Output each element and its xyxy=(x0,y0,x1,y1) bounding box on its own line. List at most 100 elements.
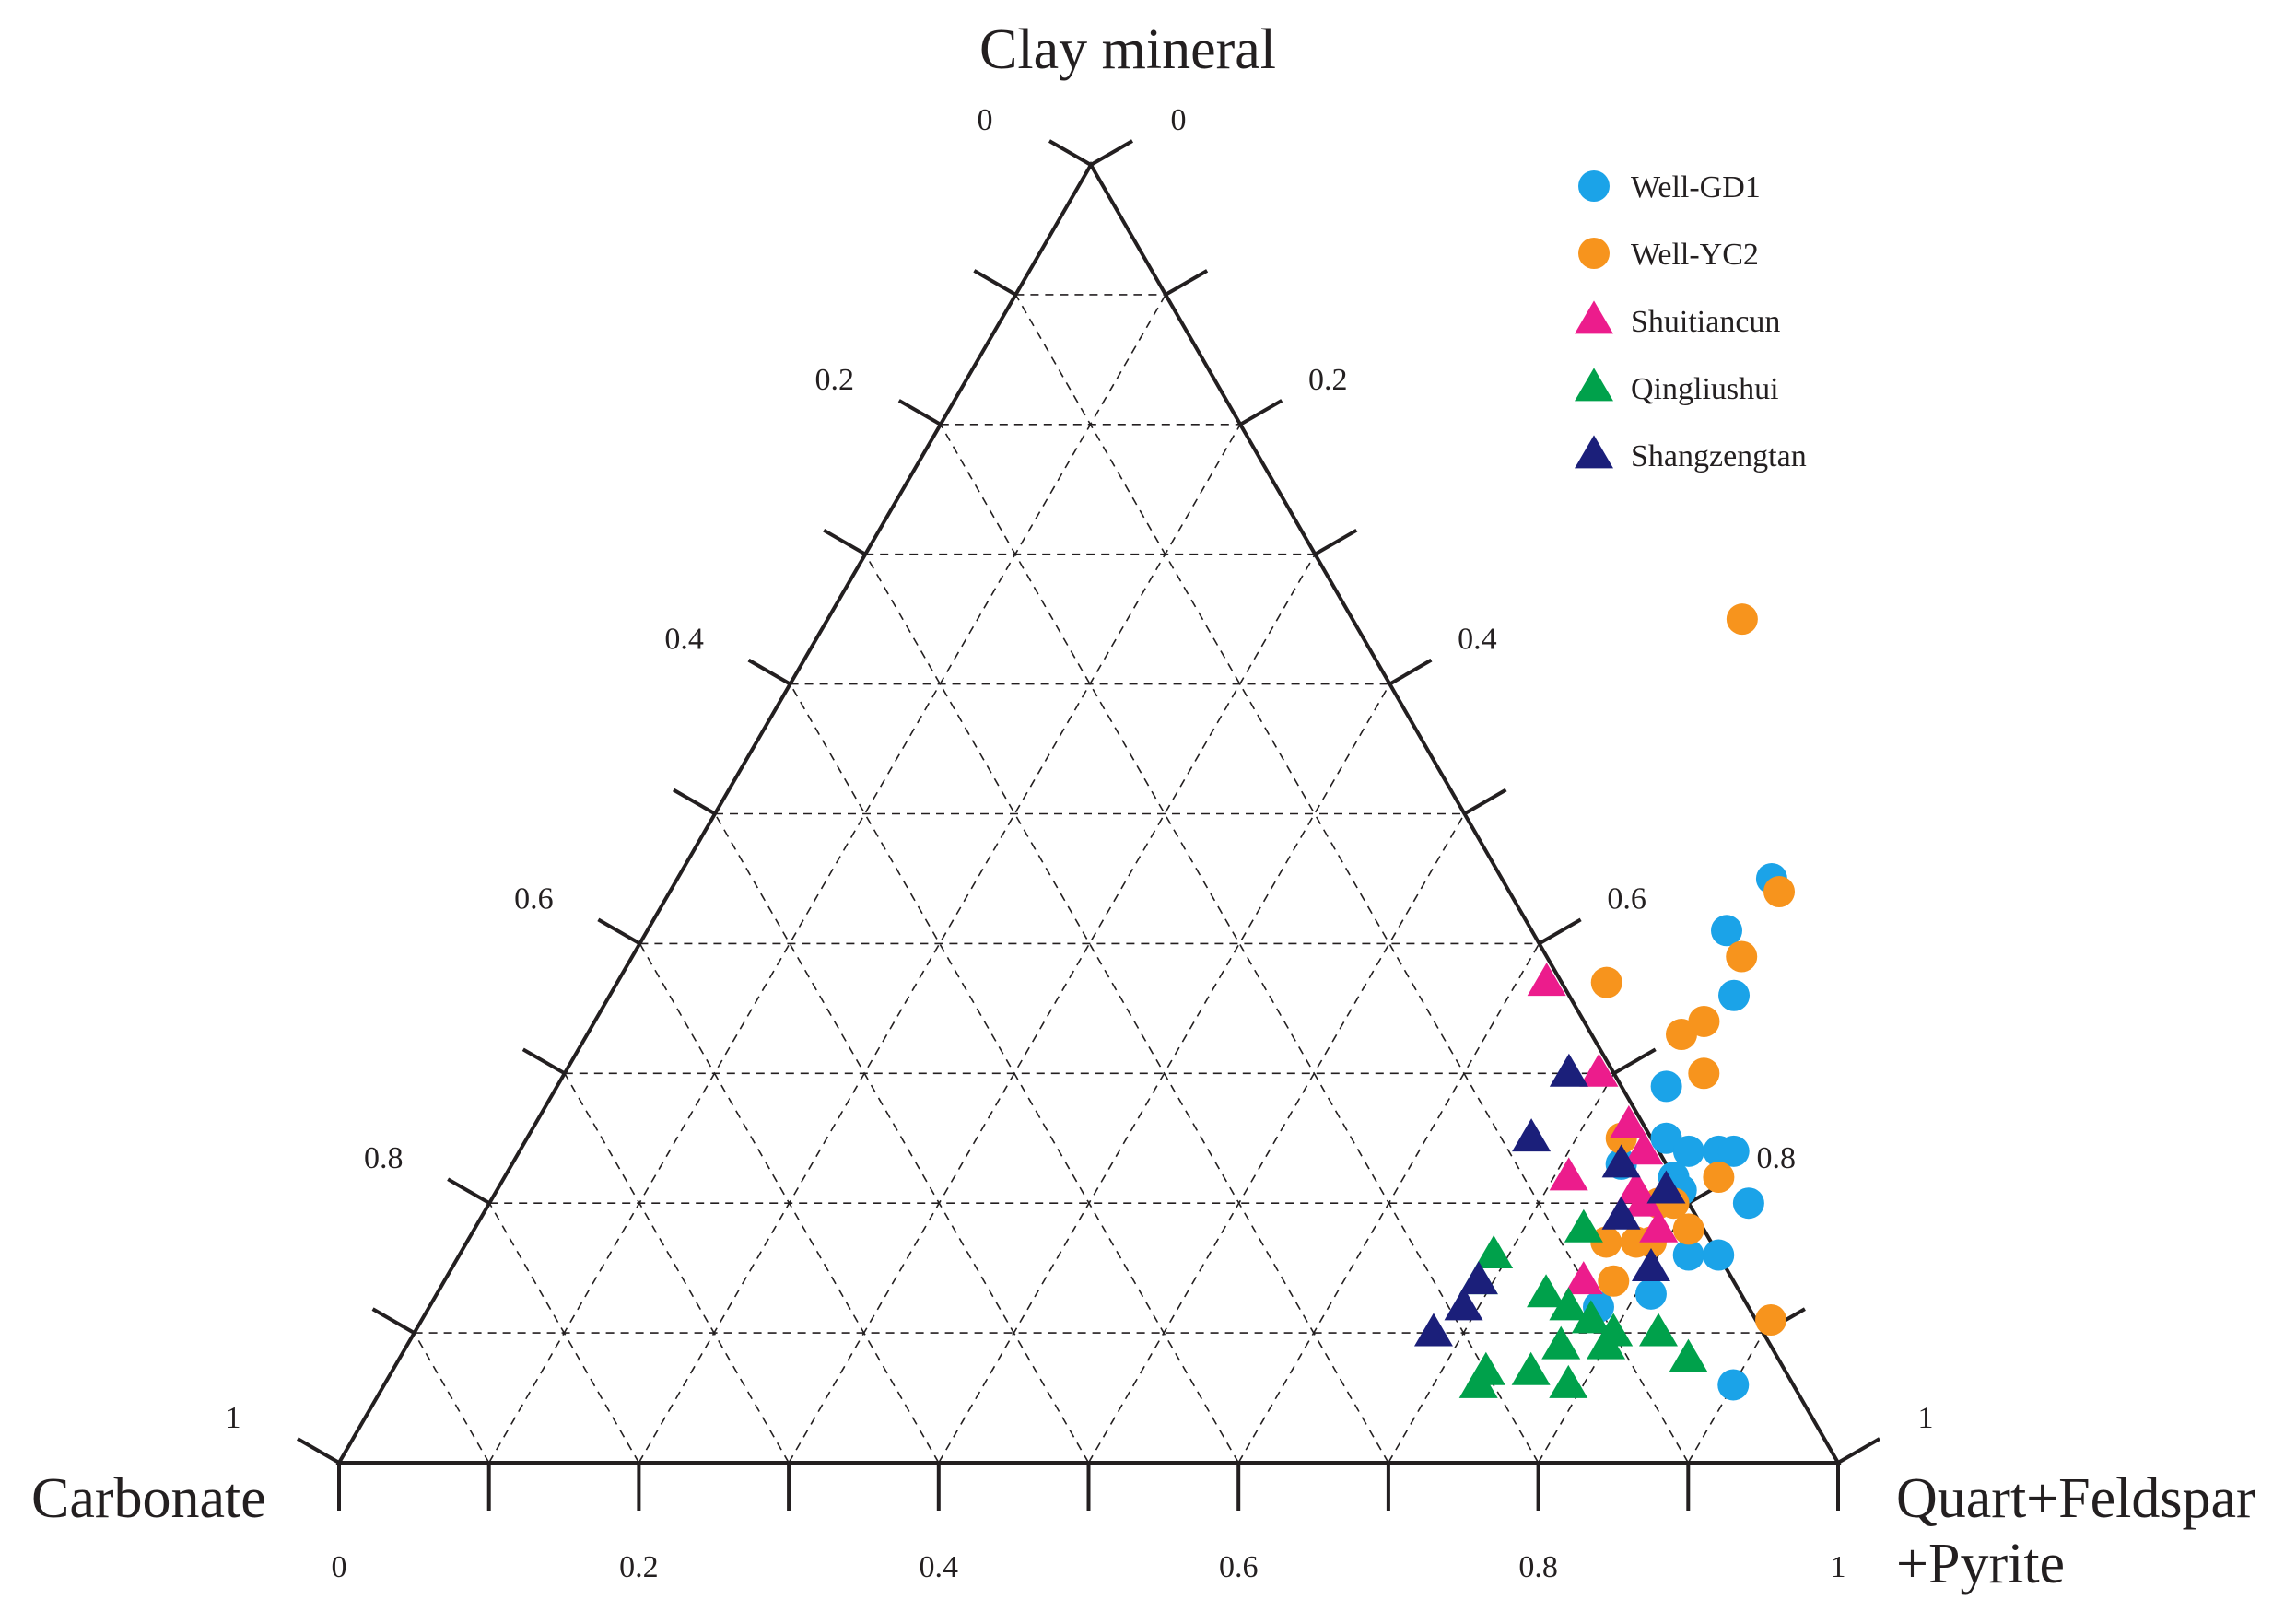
base-tick-label: 0.8 xyxy=(1518,1550,1558,1584)
tick-marks xyxy=(296,139,1881,1511)
point-well-gd1 xyxy=(1634,1278,1667,1310)
grid-line-carbonate xyxy=(638,943,940,1464)
point-qingliushui xyxy=(1549,1287,1588,1321)
base-tick-label: 0 xyxy=(332,1550,347,1584)
point-shangzengtan xyxy=(1458,1261,1498,1295)
point-shangzengtan xyxy=(1601,1196,1641,1230)
point-well-gd1 xyxy=(1711,915,1742,947)
grid-line-carbonate xyxy=(488,1202,640,1464)
right-tick xyxy=(1836,1437,1881,1465)
point-shangzengtan xyxy=(1646,1170,1686,1204)
point-qingliushui xyxy=(1639,1313,1679,1347)
left-tick xyxy=(973,269,1017,297)
point-well-yc2 xyxy=(1672,1213,1704,1245)
point-well-yc2 xyxy=(1703,1162,1735,1194)
point-qingliushui xyxy=(1571,1300,1611,1334)
point-qingliushui xyxy=(1527,1274,1566,1308)
point-shuitiancun xyxy=(1549,1157,1588,1191)
left-tick-label: 1 xyxy=(226,1401,241,1435)
point-qingliushui xyxy=(1511,1351,1551,1385)
point-shuitiancun xyxy=(1624,1131,1664,1165)
left-tick xyxy=(521,1047,566,1076)
base-tick-label: 0.6 xyxy=(1219,1550,1259,1584)
left-tick-label: 0 xyxy=(978,103,993,137)
point-well-gd1 xyxy=(1650,1070,1682,1103)
point-well-yc2 xyxy=(1665,1019,1697,1051)
point-shangzengtan xyxy=(1601,1144,1641,1178)
grid-line-carbonate xyxy=(864,554,1389,1464)
point-well-yc2 xyxy=(1763,876,1796,908)
tick-labels: 0 0.2 0.4 0.6 0.8 1 1 0.8 0.6 0.4 0.2 0 1 0.8 0.6 0.4 0.… xyxy=(226,103,1934,1584)
left-tick xyxy=(597,917,641,946)
left-tick xyxy=(447,1177,491,1205)
right-tick xyxy=(1089,139,1134,167)
legend-label-qingliushui: Qingliushui xyxy=(1631,372,1779,406)
point-qingliushui xyxy=(1549,1364,1588,1398)
point-well-gd1 xyxy=(1672,1239,1704,1271)
base-tick-label: 1 xyxy=(1831,1550,1846,1584)
point-well-yc2 xyxy=(1590,1226,1622,1258)
point-well-yc2 xyxy=(1590,966,1622,998)
point-well-yc2 xyxy=(1726,603,1758,636)
right-tick xyxy=(1388,658,1433,686)
point-shuitiancun xyxy=(1564,1261,1603,1295)
point-well-gd1 xyxy=(1718,979,1751,1011)
data-points xyxy=(1413,603,1796,1401)
right-tick-label: 1 xyxy=(1918,1401,1934,1435)
legend-label-well-gd1: Well-GD1 xyxy=(1631,170,1761,204)
right-tick-label: 0 xyxy=(1171,103,1187,137)
right-tick xyxy=(1463,788,1507,816)
left-tick xyxy=(897,399,942,426)
legend-label-shuitiancun: Shuitiancun xyxy=(1631,305,1780,339)
grid-line-carbonate xyxy=(714,813,1090,1464)
left-tick xyxy=(823,528,867,556)
grid-line-qfp xyxy=(1237,942,1540,1464)
left-tick-label: 0.2 xyxy=(815,363,855,397)
left-tick xyxy=(1048,139,1093,167)
grid-line-qfp xyxy=(788,554,1316,1464)
grid-line-qfp xyxy=(488,294,1166,1464)
legend-marker-well-gd1 xyxy=(1578,170,1610,202)
grid-line-qfp xyxy=(1087,813,1466,1464)
right-tick-label: 0.6 xyxy=(1607,881,1646,916)
point-shangzengtan xyxy=(1632,1248,1670,1282)
point-well-yc2 xyxy=(1620,1226,1652,1258)
legend-label-shangzengtan: Shangzengtan xyxy=(1631,439,1807,473)
right-tick xyxy=(1239,399,1283,426)
carbonate-axis-label: Carbonate xyxy=(31,1467,266,1530)
point-qingliushui xyxy=(1587,1325,1626,1360)
base-tick-label: 0.4 xyxy=(920,1550,959,1584)
legend-marker-shuitiancun xyxy=(1575,300,1613,334)
left-tick xyxy=(747,658,791,686)
grid-line-carbonate xyxy=(564,1072,790,1464)
right-tick xyxy=(1612,1047,1657,1076)
right-tick xyxy=(1538,917,1582,946)
qfp-axis-label-line1: Quart+Feldspar xyxy=(1896,1467,2255,1530)
left-tick xyxy=(371,1307,416,1335)
qfp-axis-label-line2: +Pyrite xyxy=(1896,1533,2065,1595)
right-tick-label: 0.4 xyxy=(1458,623,1497,657)
point-well-gd1 xyxy=(1717,1135,1750,1167)
point-shuitiancun xyxy=(1639,1208,1679,1243)
legend-marker-qingliushui xyxy=(1575,368,1613,402)
legend-marker-shangzengtan xyxy=(1575,435,1613,469)
left-tick-label: 0.4 xyxy=(664,623,704,657)
left-tick xyxy=(672,788,717,816)
point-well-yc2 xyxy=(1726,940,1758,973)
point-qingliushui xyxy=(1541,1325,1581,1360)
grid-lines xyxy=(413,294,1764,1464)
right-tick-label: 0.2 xyxy=(1308,363,1348,397)
point-shuitiancun xyxy=(1579,1053,1619,1087)
right-tick xyxy=(1165,269,1209,297)
point-shangzengtan xyxy=(1444,1287,1483,1321)
point-well-gd1 xyxy=(1672,1135,1704,1167)
legend-label-well-yc2: Well-YC2 xyxy=(1631,238,1759,272)
grid-line-carbonate xyxy=(413,1332,490,1464)
point-well-gd1 xyxy=(1717,1369,1750,1401)
point-well-yc2 xyxy=(1755,1304,1787,1337)
right-tick xyxy=(1314,528,1358,556)
grid-line-carbonate xyxy=(940,424,1540,1464)
point-shuitiancun xyxy=(1623,1183,1663,1217)
point-qingliushui xyxy=(1458,1364,1498,1398)
